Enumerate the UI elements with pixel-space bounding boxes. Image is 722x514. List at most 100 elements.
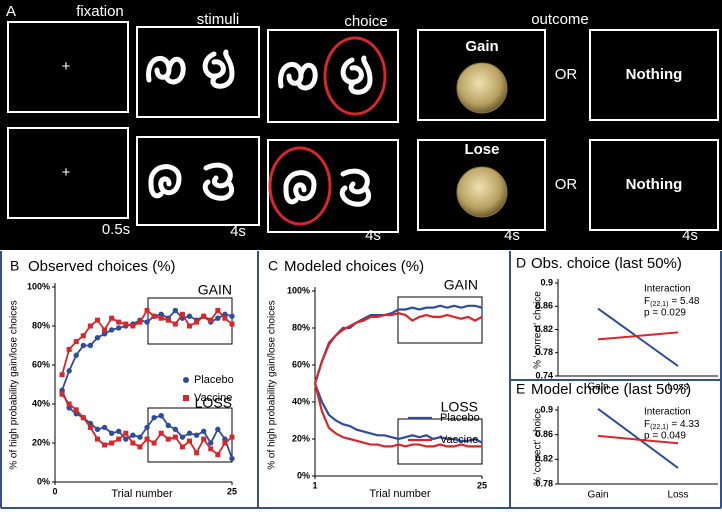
data-point xyxy=(73,407,79,413)
data-point xyxy=(215,452,221,458)
data-point xyxy=(130,323,136,329)
choice-circle xyxy=(323,36,387,116)
data-point xyxy=(215,315,221,321)
panel-letter: A xyxy=(6,3,16,20)
data-point xyxy=(144,319,150,325)
column-label: fixation xyxy=(76,3,124,20)
data-point xyxy=(116,428,122,434)
data-point xyxy=(102,327,108,333)
data-point xyxy=(137,444,143,450)
annotation: Interaction xyxy=(644,284,691,295)
data-point xyxy=(165,317,171,323)
data-point xyxy=(59,387,65,394)
y-tick-label: 80% xyxy=(292,322,310,332)
data-point xyxy=(109,440,115,446)
screen xyxy=(589,139,719,231)
duration: 0.5s xyxy=(102,221,130,238)
data-point xyxy=(116,319,122,325)
group-label: LOSS xyxy=(195,395,232,411)
series-line xyxy=(597,434,679,445)
data-point xyxy=(172,321,178,327)
legend-label: Placebo xyxy=(194,374,234,386)
data-point xyxy=(137,434,143,440)
series-line xyxy=(313,304,483,384)
y-tick-label: 0.86 xyxy=(535,429,553,439)
screen xyxy=(417,29,546,121)
chart-title: Model choice (last 50%) xyxy=(531,381,691,398)
screen xyxy=(417,139,546,231)
y-axis-title: % of high probability gain/lose choices xyxy=(9,300,20,470)
x-tick-label: Gain xyxy=(587,490,608,501)
nothing-label: Nothing xyxy=(626,66,683,83)
group-label: GAIN xyxy=(198,282,232,298)
data-point xyxy=(73,352,79,358)
data-point xyxy=(200,428,207,434)
group-label: LOSS xyxy=(441,399,478,415)
data-point xyxy=(66,405,72,411)
legend-marker xyxy=(183,377,189,383)
x-tick-label: Loss xyxy=(667,490,688,501)
panel-letter: C xyxy=(268,258,278,274)
series-line xyxy=(313,383,483,444)
data-point xyxy=(165,422,171,429)
legend-label: Vaccine xyxy=(440,434,478,446)
fixation-cross: + xyxy=(62,164,71,181)
x-tick-label: Loss xyxy=(667,382,688,393)
y-axis-title: % of high probability gain/lose choices xyxy=(267,300,278,470)
y-tick-label: 0% xyxy=(37,476,50,486)
annotation: Interaction xyxy=(644,407,691,418)
data-point xyxy=(208,446,214,452)
x-tick-label: 25 xyxy=(227,486,237,496)
data-point xyxy=(130,432,136,438)
statistic-value: = 5.48 xyxy=(671,296,700,307)
data-point xyxy=(87,342,94,349)
data-point xyxy=(158,311,164,317)
y-axis-title: % 'correct' choice xyxy=(533,291,544,369)
data-point xyxy=(187,438,193,444)
column-label: choice xyxy=(344,13,387,30)
y-tick-label: 0.74 xyxy=(535,370,553,380)
chart-title: Obs. choice (last 50%) xyxy=(531,255,682,272)
duration: 4s xyxy=(504,227,520,244)
panel-letter: D xyxy=(516,255,526,271)
data-point xyxy=(194,319,200,325)
or-label: OR xyxy=(555,66,578,83)
series-line xyxy=(313,312,483,384)
fixation-cross: + xyxy=(62,58,71,75)
data-point xyxy=(201,436,207,442)
legend-marker xyxy=(183,395,189,401)
data-point xyxy=(130,440,136,446)
data-point xyxy=(108,430,115,436)
data-point xyxy=(172,307,179,314)
data-point xyxy=(80,333,86,339)
data-point xyxy=(66,368,72,374)
data-point xyxy=(186,313,193,319)
data-point xyxy=(179,311,185,317)
column-label: outcome xyxy=(531,11,589,28)
y-tick-label: 0.9 xyxy=(540,404,553,414)
outcome-label: Gain xyxy=(465,38,498,55)
statistic: F(22,1) = 4.33 xyxy=(644,419,700,431)
legend-label: Placebo xyxy=(440,412,480,424)
x-axis-title: Trial number xyxy=(369,488,431,500)
data-point xyxy=(144,436,150,442)
panel-letter: E xyxy=(516,381,525,397)
x-tick-label: 1 xyxy=(312,480,317,490)
outcome-label: Lose xyxy=(464,141,499,158)
data-point xyxy=(187,323,193,329)
chart-title: Observed choices (%) xyxy=(28,258,176,275)
data-point xyxy=(222,440,228,446)
data-point xyxy=(179,434,186,440)
y-tick-label: 0.78 xyxy=(535,347,553,357)
p-value: p = 0.049 xyxy=(644,431,686,442)
screen xyxy=(589,29,719,121)
statistic: F(22,1) = 5.48 xyxy=(644,296,700,308)
nothing-label: Nothing xyxy=(626,176,683,193)
screen xyxy=(7,127,129,219)
x-tick-label: Gain xyxy=(587,382,608,393)
or-label: OR xyxy=(555,176,578,193)
data-point xyxy=(101,424,108,431)
column-label: stimuli xyxy=(197,11,240,28)
statistic-df: (22,1) xyxy=(650,301,668,308)
duration: 4s xyxy=(682,227,698,244)
